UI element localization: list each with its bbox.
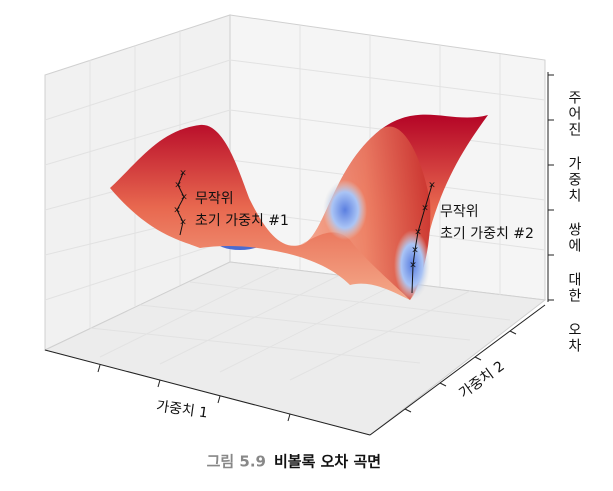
caption-number: 그림 5.9: [207, 453, 266, 471]
descent-path-1: [176, 172, 185, 236]
descent-paths: [176, 172, 433, 294]
grid: [44, 25, 546, 381]
x-axis-label: 가중치 1: [155, 398, 209, 421]
surface-valley: [323, 180, 367, 240]
descent-path-2: [411, 184, 433, 294]
axes-box: [43, 14, 554, 436]
surface-valley: [394, 230, 430, 300]
annotation: 초기 가중치 #1: [195, 213, 289, 229]
svg-text:×: ×: [180, 193, 188, 203]
annotation: 무작위: [440, 204, 479, 220]
surface: [110, 114, 488, 300]
svg-text:×: ×: [421, 204, 429, 214]
svg-text:×: ×: [428, 181, 436, 191]
svg-text:×: ×: [179, 218, 187, 228]
x-axis: [44, 349, 371, 436]
annotation: 초기 가중치 #2: [440, 226, 534, 242]
caption-text: 비볼록 오차 곡면: [274, 453, 381, 471]
svg-text:×: ×: [179, 169, 187, 179]
ticks: [97, 74, 554, 422]
svg-text:×: ×: [174, 181, 182, 191]
svg-text:×: ×: [411, 246, 419, 256]
svg-text:×: ×: [173, 206, 181, 216]
z-axis-label: 주어진 가중치 쌍에 대한 오차: [566, 90, 582, 354]
step-markers: × × × × × × × × × ×: [173, 169, 436, 271]
y-axis: [369, 304, 546, 436]
annotation: 무작위: [195, 191, 234, 207]
svg-text:×: ×: [409, 261, 417, 271]
svg-text:×: ×: [414, 228, 422, 238]
